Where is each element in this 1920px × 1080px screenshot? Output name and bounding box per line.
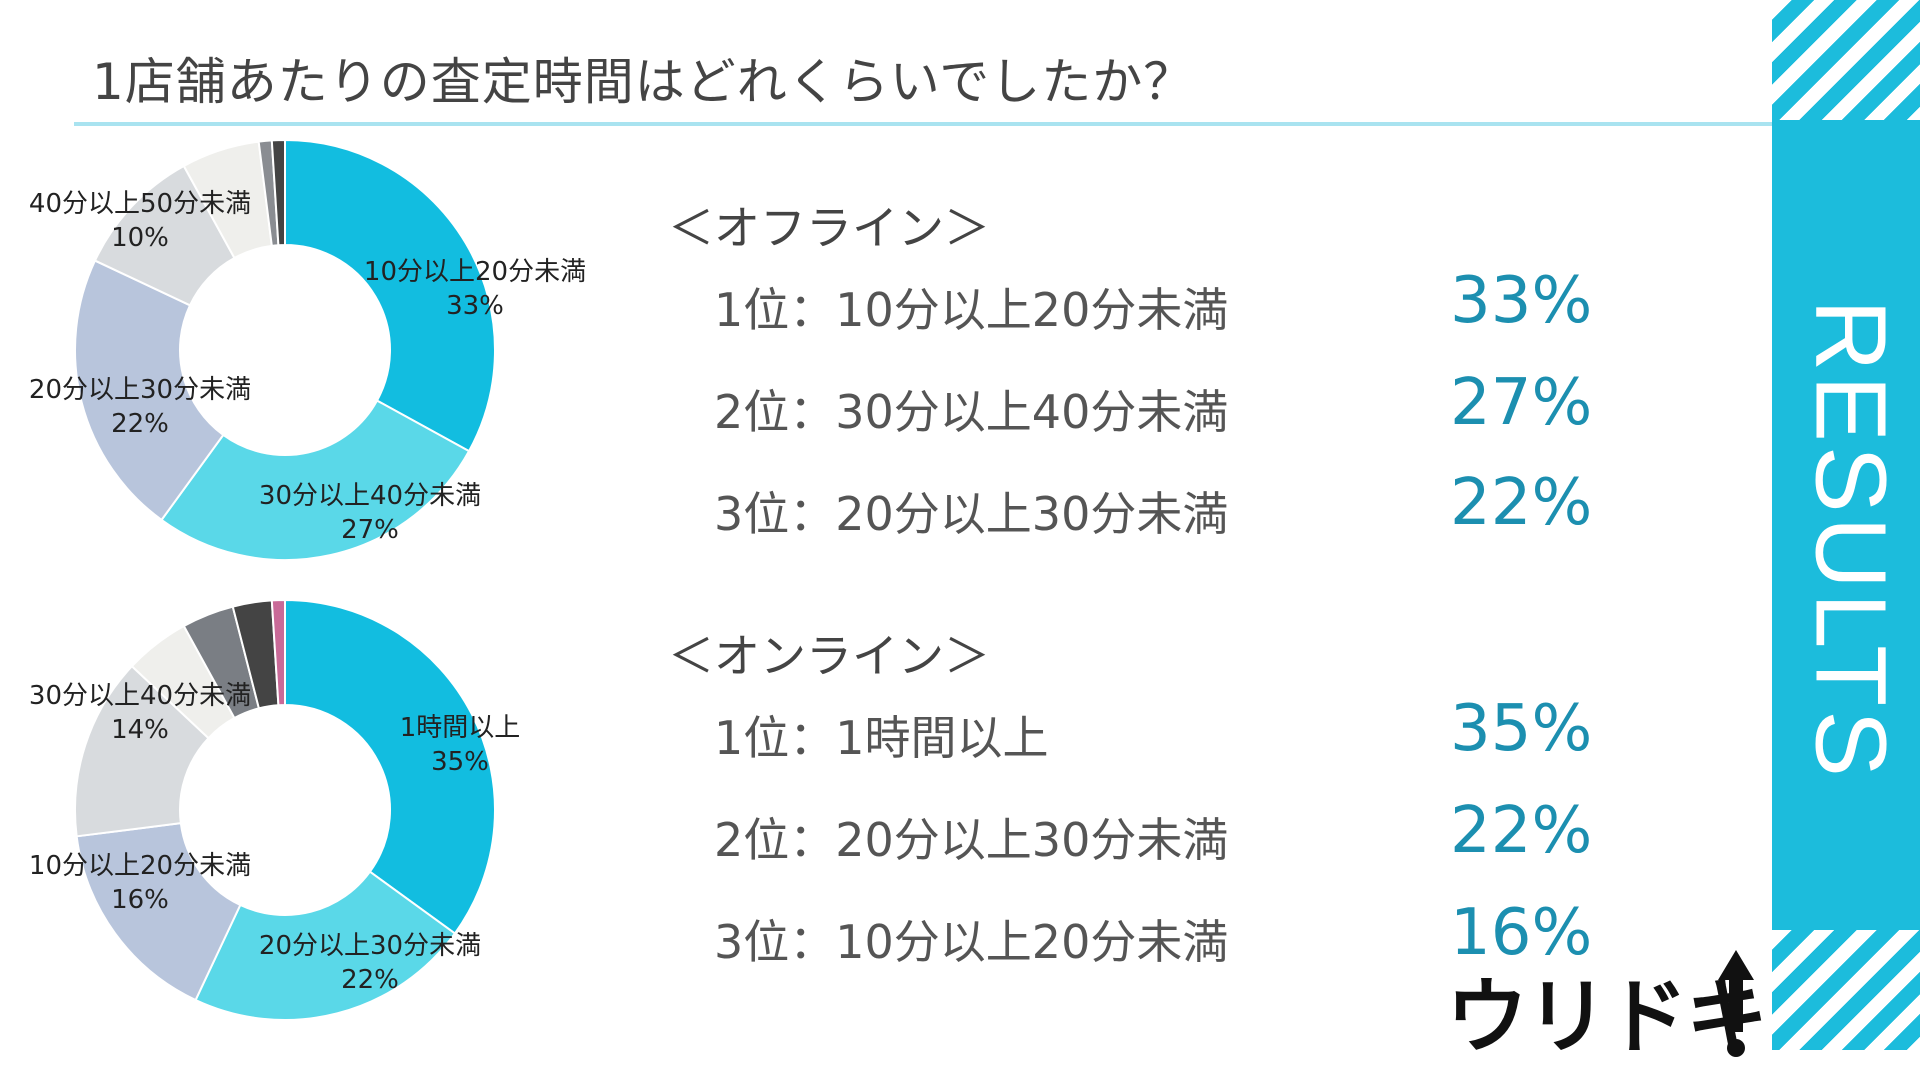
slice-category-label: 40分以上50分未満 <box>29 189 251 219</box>
online-rank-2-value: 22% <box>1450 794 1593 868</box>
stripe-decoration-bottom <box>1772 930 1920 1050</box>
online-rank-3-label: 3位：10分以上20分未満 <box>714 915 1229 969</box>
offline-heading: ＜オフライン＞ <box>668 201 990 255</box>
page-title: 1店舗あたりの査定時間はどれくらいでしたか？ <box>92 53 1195 111</box>
online-heading: ＜オンライン＞ <box>668 629 990 683</box>
slice-category-label: 20分以上30分未満 <box>29 375 251 405</box>
slice-category-label: 20分以上30分未満 <box>259 931 481 961</box>
slice-category-label: 30分以上40分未満 <box>259 481 481 511</box>
offline-donut-chart: 10分以上20分未満 33% 30分以上40分未満 27% 20分以上30分未満 22% 4… <box>29 140 586 561</box>
donut-slice <box>270 600 286 707</box>
online-rank-1-value: 35% <box>1450 692 1593 766</box>
results-label: RESULTS <box>1794 299 1907 781</box>
donut-slice <box>75 822 242 1002</box>
slice-value-label: 35% <box>431 747 489 777</box>
donut-slice <box>74 259 225 522</box>
online-donut-chart: 1時間以上 35% 20分以上30分未満 22% 10分以上20分未満 16% 30分以上4… <box>29 600 521 1021</box>
online-rank-1-label: 1位：1時間以上 <box>714 711 1049 765</box>
donut-slice <box>74 664 210 838</box>
slice-value-label: 33% <box>446 291 504 321</box>
slice-value-label: 10% <box>111 223 169 253</box>
slice-value-label: 22% <box>341 965 399 995</box>
logo-arrow-icon <box>1718 950 1754 1057</box>
title-divider <box>74 122 1772 126</box>
slice-category-label: 10分以上20分未満 <box>29 851 251 881</box>
slice-category-label: 30分以上40分未満 <box>29 681 251 711</box>
offline-rank-1-label: 1位：10分以上20分未満 <box>714 283 1229 337</box>
slice-value-label: 14% <box>111 715 169 745</box>
donut-slice <box>160 399 471 561</box>
slice-value-label: 22% <box>111 409 169 439</box>
offline-rank-2-label: 2位：30分以上40分未満 <box>714 385 1229 439</box>
online-rank-3-value: 16% <box>1450 896 1593 970</box>
slice-value-label: 27% <box>341 515 399 545</box>
slice-category-label: 10分以上20分未満 <box>364 257 586 287</box>
donut-slice <box>270 140 286 247</box>
uridoki-logo: ウリドキ <box>1446 970 1768 1065</box>
offline-rank-1-value: 33% <box>1450 264 1593 338</box>
donut-slice <box>284 600 496 935</box>
online-rank-2-label: 2位：20分以上30分未満 <box>714 813 1229 867</box>
offline-rank-2-value: 27% <box>1450 366 1593 440</box>
donut-slice <box>284 140 496 453</box>
donut-slice <box>194 870 457 1021</box>
stripe-decoration-top <box>1772 0 1920 120</box>
results-side-band <box>1772 0 1920 1050</box>
offline-rank-3-label: 3位：20分以上30分未満 <box>714 487 1229 541</box>
offline-rank-3-value: 22% <box>1450 466 1593 540</box>
slice-value-label: 16% <box>111 885 169 915</box>
slice-category-label: 1時間以上 <box>400 713 521 743</box>
